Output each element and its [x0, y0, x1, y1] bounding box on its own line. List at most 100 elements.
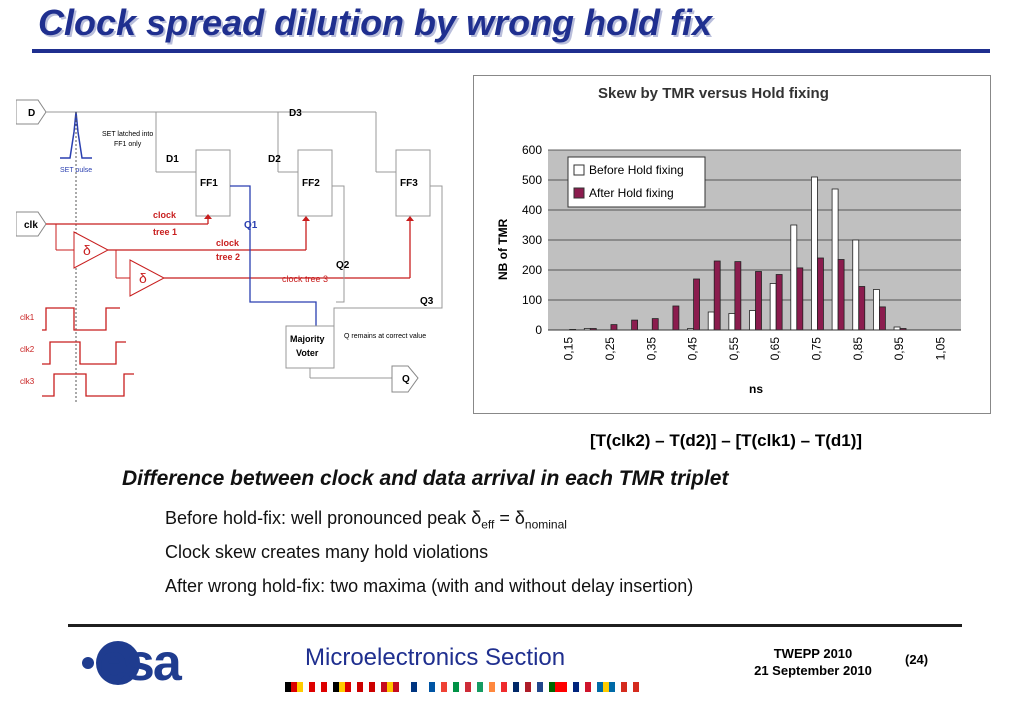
label-d1: D1: [166, 154, 179, 165]
bar-after-12: [817, 257, 824, 331]
flag-stripe: [453, 682, 459, 692]
flag-stripe: [369, 682, 375, 692]
label-set-latched-1: SET latched into: [102, 131, 153, 138]
set-pulse-waveform: [60, 111, 92, 159]
bar-before-11: [790, 224, 798, 331]
x-tick-label-1: 0,25: [603, 337, 617, 361]
chart-title: Skew by TMR versus Hold fixing: [598, 85, 829, 102]
x-tick-label-7: 0,85: [851, 337, 865, 361]
label-q1: Q1: [244, 220, 258, 231]
y-tick-label-3: 300: [522, 233, 542, 247]
flag-stripe: [315, 682, 321, 692]
legend-swatch-after: [573, 187, 585, 199]
bullet-before-hold-fix: Before hold-fix: well pronounced peak δe…: [165, 508, 567, 532]
label-d: D: [28, 108, 35, 119]
label-delta-2: δ: [139, 270, 147, 286]
bar-after-14: [858, 286, 866, 331]
flag-stripe: [297, 682, 303, 692]
y-tick-label-6: 600: [522, 143, 542, 157]
clk3-waveform: [42, 373, 134, 397]
clk-input-port: [16, 211, 47, 237]
flag-stripe: [309, 682, 315, 692]
y-tick-label-1: 100: [522, 293, 542, 307]
flag-stripe: [381, 682, 387, 692]
bar-after-6: [693, 278, 700, 331]
flag-stripe: [285, 682, 291, 692]
label-q-remains: Q remains at correct value: [344, 333, 426, 340]
bar-before-12: [811, 176, 818, 331]
flag-stripe: [603, 682, 609, 692]
label-set-pulse: SET pulse: [60, 167, 92, 174]
label-ff1: FF1: [200, 178, 218, 189]
flag-stripe: [393, 682, 399, 692]
label-q: Q: [402, 374, 410, 385]
flag-stripe: [579, 682, 585, 692]
x-tick-label-4: 0,55: [727, 337, 741, 361]
bullet-after-hold-fix: After wrong hold-fix: two maxima (with a…: [165, 576, 694, 596]
flag-stripe: [597, 682, 603, 692]
tmr-schematic: D D3 D1 D2 SET latched into FF1 only SET…: [16, 99, 443, 402]
skew-histogram: Skew by TMR versus Hold fixing 0 100 200 30…: [473, 75, 991, 414]
flag-stripe: [621, 682, 627, 692]
flag-stripe: [459, 682, 465, 692]
x-tick-label-0: 0,15: [562, 337, 576, 361]
label-clock-tree2-a: clock: [216, 238, 240, 248]
bar-after-2: [610, 324, 618, 331]
y-axis-label: NB of TMR: [496, 218, 510, 280]
bar-after-11: [796, 267, 804, 331]
flag-stripe: [435, 682, 441, 692]
label-majority-2: Voter: [296, 348, 319, 358]
flag-stripe: [507, 682, 513, 692]
x-tick-label-6: 0,75: [809, 337, 823, 361]
clk2-waveform: [42, 341, 126, 365]
member-state-flags: [285, 682, 639, 692]
x-tick-label-8: 0,95: [892, 337, 906, 361]
label-clk1: clk1: [20, 313, 35, 322]
legend: Before Hold fixing After Hold fixing: [567, 156, 706, 208]
label-clk: clk: [24, 220, 38, 231]
flag-stripe: [525, 682, 531, 692]
esa-logo-text: esa: [99, 634, 183, 692]
majority-voter-box: [285, 325, 335, 369]
ff1-box: [195, 149, 231, 217]
label-clock-tree1-b: tree 1: [153, 227, 177, 237]
flag-stripe: [585, 682, 591, 692]
flag-stripe: [387, 682, 393, 692]
flag-stripe: [291, 682, 297, 692]
flag-stripe: [345, 682, 351, 692]
x-tick-label-2: 0,35: [644, 337, 658, 361]
ff2-box: [297, 149, 333, 217]
bar-after-13: [837, 259, 845, 331]
label-clk2: clk2: [20, 345, 35, 354]
conference-date: 21 September 2010: [754, 663, 872, 678]
bar-before-8: [728, 313, 736, 331]
page-number: (24): [905, 652, 929, 667]
label-majority-1: Majority: [290, 334, 325, 344]
y-tick-label-0: 0: [535, 323, 542, 337]
flag-stripe: [357, 682, 363, 692]
bar-after-9: [755, 271, 762, 331]
label-q2: Q2: [336, 260, 350, 271]
flag-stripe: [339, 682, 345, 692]
label-clock-tree3: clock tree 3: [282, 274, 328, 284]
conference-name: TWEPP 2010: [773, 646, 853, 661]
label-delta-1: δ: [83, 242, 91, 258]
section-name: Microelectronics Section: [305, 644, 566, 671]
flag-stripe: [561, 682, 567, 692]
subheading: Difference between clock and data arriva…: [122, 467, 729, 490]
bar-before-9: [749, 310, 756, 331]
bar-after-7: [713, 260, 721, 331]
label-d2: D2: [268, 154, 281, 165]
bar-after-5: [672, 305, 680, 331]
flag-stripe: [573, 682, 579, 692]
slide-title: Clock spread dilution by wrong hold fix: [38, 2, 713, 43]
flag-stripe: [537, 682, 543, 692]
esa-logo: esa: [82, 634, 185, 692]
ff3-box: [395, 149, 431, 217]
flag-stripe: [363, 682, 369, 692]
label-q3: Q3: [420, 296, 434, 307]
flag-stripe: [465, 682, 471, 692]
y-tick-label-5: 500: [522, 173, 542, 187]
legend-after: After Hold fixing: [589, 186, 674, 200]
clk1-waveform: [42, 307, 120, 331]
